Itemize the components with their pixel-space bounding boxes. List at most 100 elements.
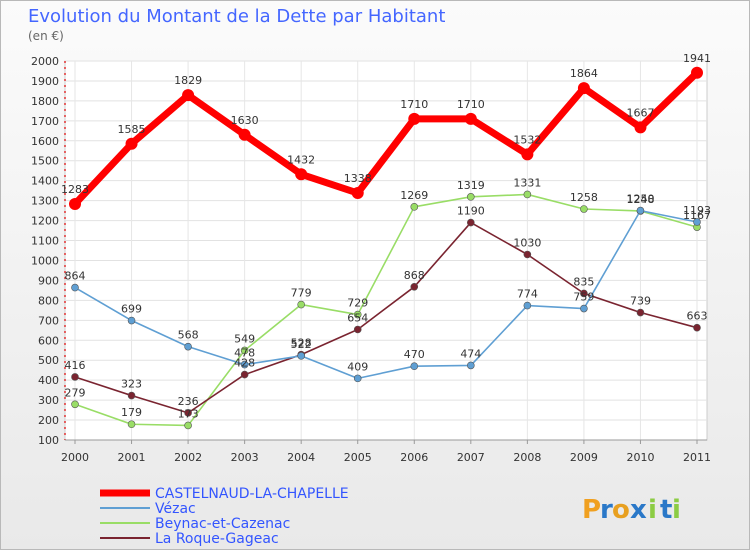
legend-label: La Roque-Gageac: [155, 531, 279, 547]
x-tick-label: 2006: [400, 451, 428, 464]
data-point: [634, 121, 647, 134]
data-point: [353, 325, 362, 334]
data-label: 1532: [513, 133, 541, 146]
data-label: 179: [121, 406, 142, 419]
data-label: 1030: [513, 236, 541, 249]
data-label: 654: [347, 311, 368, 324]
data-point: [410, 283, 419, 291]
data-label: 522: [291, 338, 312, 351]
data-label: 729: [347, 297, 368, 310]
x-tick-label: 2002: [174, 451, 202, 464]
data-point: [691, 66, 703, 79]
series-line-0: [71, 69, 701, 208]
y-tick-label: 100: [38, 434, 59, 447]
data-label: 1258: [570, 191, 598, 204]
logo-letter: P: [582, 495, 601, 525]
data-label: 1710: [457, 98, 485, 111]
data-point: [71, 400, 79, 409]
data-label: 549: [234, 332, 255, 345]
data-label: 759: [573, 291, 594, 304]
data-point: [240, 360, 249, 369]
data-point: [408, 112, 421, 125]
logo-letter: x: [630, 495, 647, 525]
y-tick-label: 1500: [31, 155, 59, 168]
data-point: [580, 289, 588, 298]
logo-letter: o: [612, 495, 630, 525]
data-point: [523, 301, 532, 310]
y-tick-label: 600: [38, 334, 59, 347]
data-label: 409: [347, 360, 368, 373]
data-point: [127, 391, 136, 400]
data-label: 470: [404, 348, 425, 361]
y-tick-label: 500: [38, 354, 59, 367]
data-label: 279: [65, 386, 86, 399]
data-point: [127, 420, 136, 429]
data-label: 323: [121, 378, 142, 391]
data-label: 1331: [513, 176, 541, 189]
data-label: 1250: [626, 193, 654, 206]
data-point: [184, 342, 192, 351]
data-label: 428: [234, 357, 255, 370]
data-point: [577, 82, 590, 95]
data-label: 1667: [626, 106, 654, 119]
data-point: [410, 362, 419, 370]
x-tick-label: 2001: [118, 451, 146, 464]
data-point: [464, 112, 477, 125]
legend-label: Beynac-et-Cazenac: [155, 516, 290, 532]
data-label: 528: [291, 337, 312, 350]
x-tick-label: 2011: [683, 451, 711, 464]
data-point: [240, 370, 249, 379]
y-tick-label: 1000: [31, 254, 59, 267]
y-tick-label: 400: [38, 374, 59, 387]
data-label: 1710: [400, 98, 428, 111]
data-label: 1269: [400, 189, 428, 202]
data-label: 1338: [344, 172, 372, 185]
data-label: 1585: [118, 123, 146, 136]
data-label: 568: [178, 329, 199, 342]
data-label: 478: [234, 347, 255, 360]
data-label: 774: [517, 288, 538, 301]
y-tick-label: 1300: [31, 195, 59, 208]
data-point: [71, 283, 79, 292]
data-point: [297, 300, 305, 309]
data-label: 1941: [683, 52, 711, 65]
data-point: [636, 206, 645, 215]
data-point: [467, 361, 475, 370]
data-point: [523, 250, 532, 259]
data-point: [693, 323, 701, 332]
data-point: [580, 304, 588, 313]
data-point: [295, 168, 308, 181]
x-tick-label: 2003: [231, 451, 259, 464]
data-point: [297, 352, 305, 360]
y-tick-label: 800: [38, 294, 59, 307]
data-point: [467, 218, 475, 227]
data-point: [184, 421, 192, 430]
data-label: 236: [178, 395, 199, 408]
series-line-2: [74, 193, 698, 427]
plot-area: [64, 60, 708, 441]
data-point: [523, 190, 532, 199]
data-point: [125, 137, 138, 150]
y-tick-label: 700: [38, 314, 59, 327]
x-tick-label: 2009: [570, 451, 598, 464]
data-label: 173: [178, 407, 199, 420]
y-tick-label: 1600: [31, 135, 59, 148]
data-point: [184, 409, 192, 417]
y-tick-label: 1400: [31, 175, 59, 188]
data-label: 1283: [61, 183, 89, 196]
y-tick-label: 2000: [31, 55, 59, 68]
y-tick-label: 1700: [31, 115, 59, 128]
y-tick-label: 900: [38, 274, 59, 287]
logo-letter: r: [600, 495, 613, 525]
y-tick-label: 1900: [31, 75, 59, 88]
data-label: 864: [65, 270, 86, 283]
y-tick-label: 300: [38, 394, 59, 407]
y-tick-label: 1800: [31, 95, 59, 108]
x-tick-label: 2005: [344, 451, 372, 464]
y-tick-label: 1100: [31, 235, 59, 248]
data-point: [182, 89, 195, 102]
x-tick-label: 2008: [513, 451, 541, 464]
logo-letter: i: [672, 495, 681, 525]
x-tick-label: 2010: [626, 451, 654, 464]
